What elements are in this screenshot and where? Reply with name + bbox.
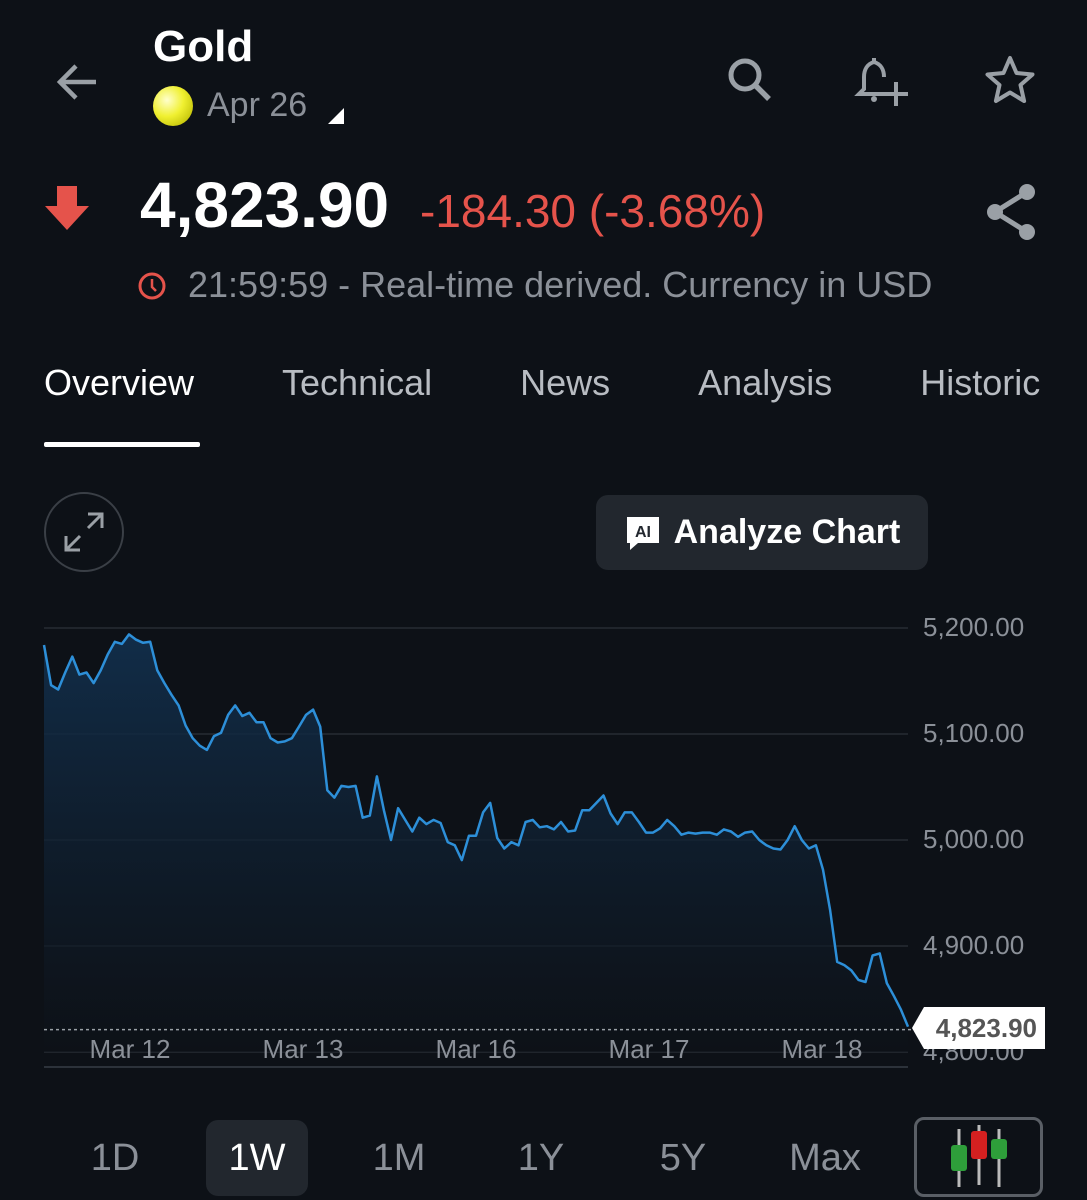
expand-icon: [64, 512, 104, 552]
x-tick-label: Mar 17: [608, 1034, 690, 1064]
x-tick-label: Mar 13: [262, 1034, 344, 1064]
tab-technical[interactable]: Technical: [282, 362, 433, 403]
range-5y[interactable]: 5Y: [659, 1136, 707, 1179]
range-selector: 1D 1W 1M 1Y 5Y Max: [64, 1120, 916, 1196]
contract-date[interactable]: Apr 26: [207, 86, 308, 124]
last-price: 4,823.90: [140, 169, 390, 241]
y-tick-label: 4,900.00: [923, 930, 1025, 960]
search-icon[interactable]: [722, 52, 778, 108]
range-1y[interactable]: 1Y: [517, 1136, 565, 1179]
y-tick-label: 5,000.00: [923, 824, 1025, 854]
tab-analysis[interactable]: Analysis: [698, 362, 833, 403]
back-arrow-icon[interactable]: [50, 55, 104, 109]
dropdown-corner-icon[interactable]: [328, 108, 344, 124]
tab-historic[interactable]: Historic: [920, 362, 1041, 403]
analyze-chart-button[interactable]: AI Analyze Chart: [596, 495, 928, 570]
range-max[interactable]: Max: [789, 1136, 861, 1179]
chart-type-button[interactable]: [914, 1117, 1043, 1197]
quote-status: 21:59:59 - Real-time derived. Currency i…: [188, 264, 933, 305]
x-tick-label: Mar 18: [781, 1034, 863, 1064]
price-chart[interactable]: [0, 600, 1087, 1080]
price-change: -184.30 (-3.68%): [420, 185, 766, 237]
candlestick-icon: [950, 1125, 1007, 1187]
fullscreen-button[interactable]: [44, 492, 124, 572]
instrument-title: Gold: [153, 22, 254, 71]
clock-icon: [136, 270, 168, 302]
range-1d[interactable]: 1D: [90, 1136, 140, 1179]
svg-text:AI: AI: [635, 524, 651, 541]
star-watchlist-icon[interactable]: [982, 52, 1038, 108]
range-1m[interactable]: 1M: [372, 1136, 426, 1179]
share-icon[interactable]: [982, 182, 1040, 242]
analyze-chart-label: Analyze Chart: [673, 513, 901, 551]
tab-overview[interactable]: Overview: [44, 362, 195, 403]
add-alert-bell-icon[interactable]: [850, 50, 910, 110]
y-tick-label: 5,100.00: [923, 718, 1025, 748]
last-price-tag: 4,823.90: [912, 1007, 1045, 1049]
x-tick-label: Mar 12: [89, 1034, 171, 1064]
gold-coin-icon: [153, 86, 193, 126]
down-arrow-icon: [42, 186, 92, 232]
ai-chat-icon: AI: [626, 516, 659, 550]
y-tick-label: 5,200.00: [923, 612, 1025, 642]
price-line: [42, 633, 910, 1028]
area-fill: [44, 634, 908, 1052]
tab-bar: Overview Technical News Analysis Histori…: [44, 362, 1087, 404]
tab-news[interactable]: News: [520, 362, 611, 403]
active-tab-indicator: [44, 442, 200, 447]
x-tick-label: Mar 16: [435, 1034, 517, 1064]
range-1w[interactable]: 1W: [206, 1120, 308, 1196]
